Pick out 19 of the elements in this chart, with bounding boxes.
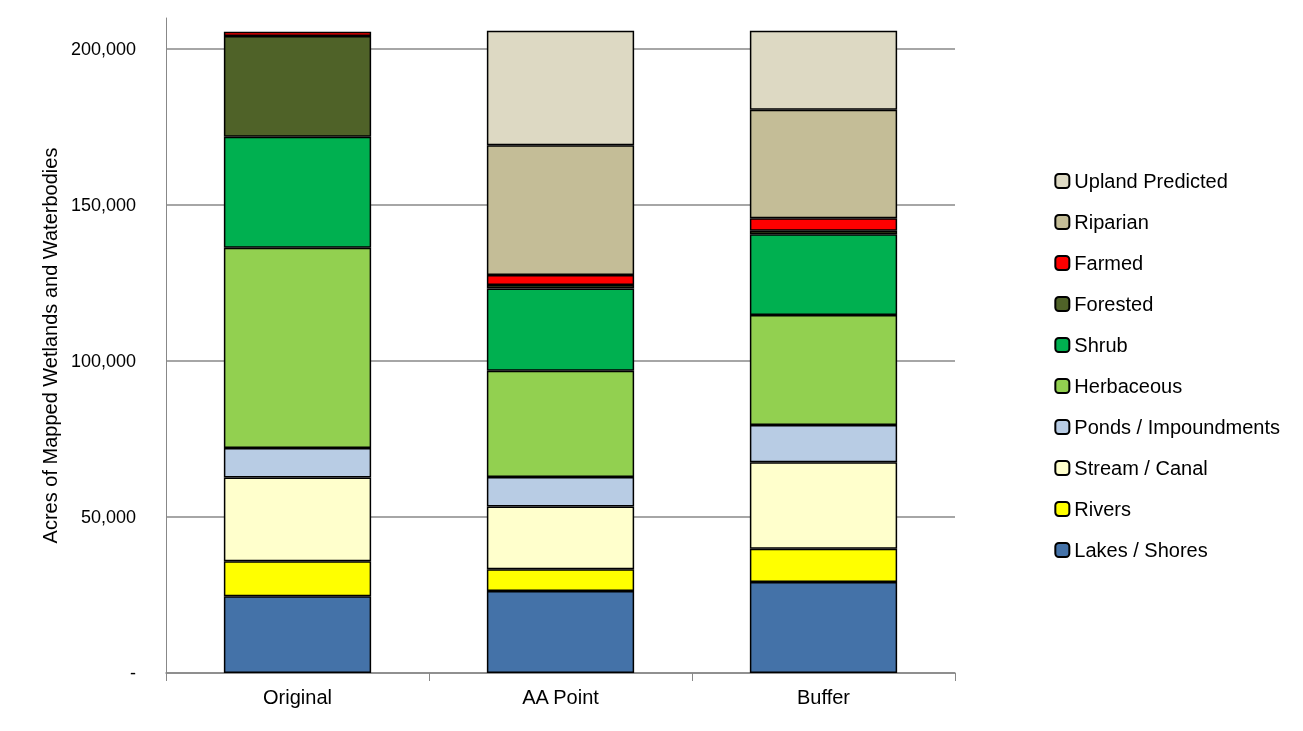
x-tick-label: AA Point xyxy=(522,686,600,708)
legend-label: Upland Predicted xyxy=(1074,170,1228,192)
legend-label: Farmed xyxy=(1074,252,1144,274)
legend-label: Rivers xyxy=(1074,498,1131,520)
y-axis-title: Acres of Mapped Wetlands and Waterbodies xyxy=(39,147,62,544)
legend-label: Herbaceous xyxy=(1074,375,1183,397)
legend-label: Ponds / Impoundments xyxy=(1074,416,1281,438)
y-tick-label: 100,000 xyxy=(70,351,136,372)
y-tick-label: - xyxy=(130,663,136,683)
y-tick-label: 200,000 xyxy=(70,39,136,60)
x-tick-label: Original xyxy=(263,686,332,708)
legend-label: Forested xyxy=(1074,293,1154,315)
legend-label: Lakes / Shores xyxy=(1074,539,1208,561)
legend-label: Riparian xyxy=(1074,211,1149,233)
y-tick-label: 50,000 xyxy=(80,507,136,528)
legend-label: Stream / Canal xyxy=(1074,457,1208,479)
y-tick-label: 150,000 xyxy=(70,195,136,216)
x-tick-label: Buffer xyxy=(797,686,851,708)
legend-label: Shrub xyxy=(1074,334,1128,356)
